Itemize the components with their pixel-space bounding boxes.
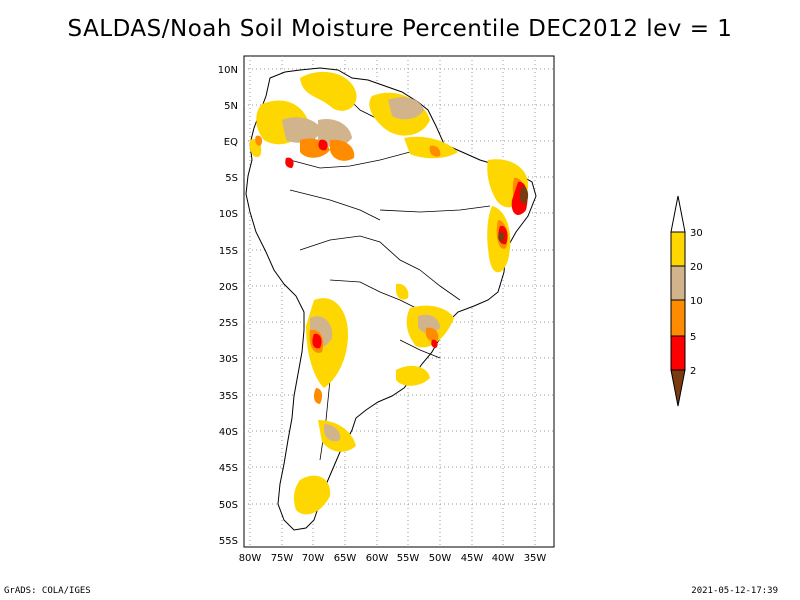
lat-tick-label: 30S <box>219 354 238 365</box>
lon-tick-label: 40W <box>492 553 515 564</box>
lat-tick-label: 40S <box>219 427 238 438</box>
legend-label: 2 <box>690 366 696 377</box>
lat-tick-label: 20S <box>219 282 238 293</box>
lon-tick-label: 45W <box>461 553 484 564</box>
lat-tick-label: 5N <box>224 101 238 112</box>
legend-cap-bottom <box>670 369 686 407</box>
lon-axis: 80W 75W 70W 65W 60W 55W 50W 45W 40W 35W <box>239 553 547 564</box>
lon-tick-label: 60W <box>366 553 389 564</box>
legend-swatch-2-5 <box>670 335 686 371</box>
lon-tick-label: 55W <box>397 553 420 564</box>
lat-tick-label: 10N <box>218 65 238 76</box>
legend-swatch-10-20 <box>670 265 686 301</box>
legend-swatch-5-10 <box>670 299 686 337</box>
map-frame <box>243 55 555 548</box>
lat-tick-label: 5S <box>225 173 238 184</box>
lon-tick-label: 70W <box>302 553 325 564</box>
lat-tick-label: EQ <box>224 137 238 148</box>
legend-cap-top <box>670 195 686 233</box>
legend-label: 30 <box>690 228 703 239</box>
legend-swatch-20-30 <box>670 231 686 267</box>
legend-label: 5 <box>690 332 696 343</box>
south-america-outline <box>245 67 537 531</box>
lat-tick-label: 55S <box>219 536 238 547</box>
chart-title: SALDAS/Noah Soil Moisture Percentile DEC… <box>67 16 733 42</box>
legend-label: 10 <box>690 296 703 307</box>
lat-tick-label: 15S <box>219 246 238 257</box>
lat-tick-label: 35S <box>219 391 238 402</box>
lon-tick-label: 65W <box>334 553 357 564</box>
lat-tick-label: 45S <box>219 463 238 474</box>
percentile-shading <box>249 71 529 515</box>
lat-tick-label: 50S <box>219 500 238 511</box>
lat-axis: 10N 5N EQ 5S 10S 15S 20S 25S 30S 35S 40S… <box>218 65 238 547</box>
footer-timestamp: 2021-05-12-17:39 <box>691 586 778 596</box>
lon-tick-label: 75W <box>271 553 294 564</box>
lon-tick-label: 80W <box>239 553 262 564</box>
footer-credit: GrADS: COLA/IGES <box>4 586 91 596</box>
lat-tick-label: 10S <box>219 209 238 220</box>
lon-tick-label: 50W <box>429 553 452 564</box>
color-legend: 30 20 10 5 2 <box>670 195 703 407</box>
lon-tick-label: 35W <box>524 553 547 564</box>
lat-tick-label: 25S <box>219 318 238 329</box>
legend-label: 20 <box>690 262 703 273</box>
